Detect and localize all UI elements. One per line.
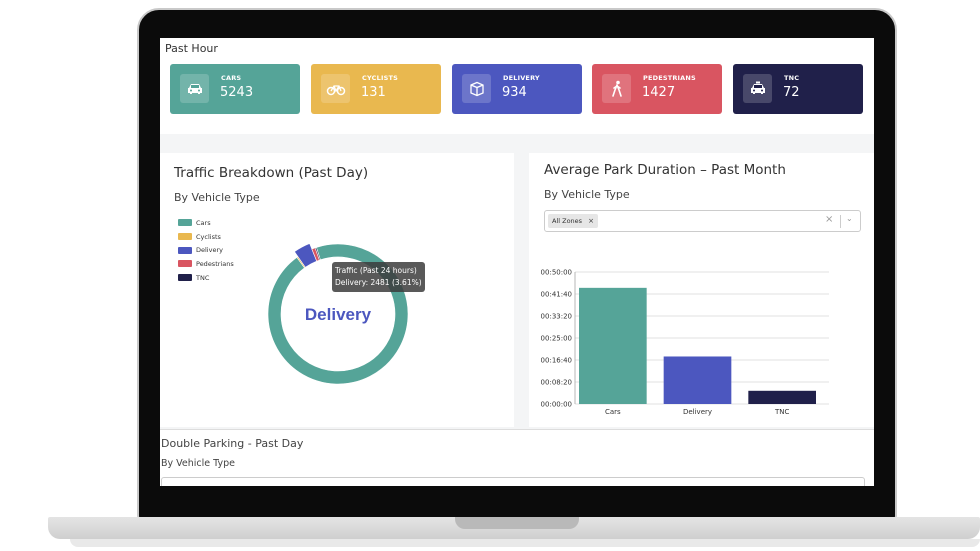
y-tick-label: 00:41:40 bbox=[541, 291, 572, 299]
y-tick-label: 00:00:00 bbox=[541, 401, 572, 409]
pedestrians-card[interactable]: PEDESTRIANS 1427 bbox=[592, 64, 722, 114]
dashboard-screen: Past Hour CARS 5243 CYCLISTS 131 DELIVER… bbox=[160, 38, 874, 486]
tooltip-title: Traffic (Past 24 hours) bbox=[335, 266, 417, 275]
delivery-card[interactable]: DELIVERY 934 bbox=[452, 64, 582, 114]
legend-label: Pedestrians bbox=[196, 259, 234, 268]
delivery-label: DELIVERY bbox=[503, 74, 540, 82]
taxi-icon bbox=[743, 74, 772, 103]
bar-delivery[interactable] bbox=[663, 356, 732, 404]
cyclists-card[interactable]: CYCLISTS 131 bbox=[311, 64, 441, 114]
pedestrians-value: 1427 bbox=[642, 85, 676, 100]
chip-remove-icon[interactable]: × bbox=[588, 217, 594, 225]
bicycle-icon bbox=[321, 74, 350, 103]
tnc-card[interactable]: TNC 72 bbox=[733, 64, 863, 114]
legend-swatch bbox=[178, 260, 192, 268]
traffic-subtitle: By Vehicle Type bbox=[174, 191, 260, 204]
legend-swatch bbox=[178, 274, 192, 282]
pedestrians-label: PEDESTRIANS bbox=[643, 74, 696, 82]
x-tick-label: TNC bbox=[774, 408, 790, 416]
y-tick-label: 00:33:20 bbox=[541, 313, 572, 321]
select-separator bbox=[840, 215, 841, 228]
cyclists-value: 131 bbox=[361, 85, 386, 100]
bar-tnc[interactable] bbox=[748, 390, 816, 404]
legend-label: Cyclists bbox=[196, 232, 221, 241]
past-hour-title: Past Hour bbox=[165, 42, 218, 55]
double-parking-panel: Double Parking - Past Day By Vehicle Typ… bbox=[160, 429, 874, 486]
legend-item-tnc[interactable]: TNC bbox=[178, 271, 234, 285]
past-hour-panel: Past Hour CARS 5243 CYCLISTS 131 DELIVER… bbox=[160, 38, 874, 134]
donut-slice-cars[interactable] bbox=[267, 243, 409, 385]
legend-swatch bbox=[178, 219, 192, 227]
double-parking-filter-select[interactable] bbox=[161, 477, 865, 486]
traffic-title: Traffic Breakdown (Past Day) bbox=[174, 165, 369, 181]
laptop-notch bbox=[455, 517, 579, 529]
cars-value: 5243 bbox=[220, 85, 254, 100]
zone-chip-label: All Zones bbox=[552, 217, 583, 225]
zone-filter-select[interactable]: All Zones × × ⌄ bbox=[544, 210, 861, 232]
legend-label: TNC bbox=[196, 273, 210, 282]
traffic-legend: Cars Cyclists Delivery Pedestrians TNC bbox=[178, 216, 234, 284]
clear-icon[interactable]: × bbox=[825, 214, 834, 225]
legend-swatch bbox=[178, 233, 192, 241]
traffic-donut-chart[interactable]: Delivery bbox=[160, 153, 514, 427]
legend-item-delivery[interactable]: Delivery bbox=[178, 243, 234, 257]
tnc-value: 72 bbox=[783, 85, 800, 100]
car-icon bbox=[180, 74, 209, 103]
y-tick-label: 00:25:00 bbox=[541, 335, 572, 343]
cars-label: CARS bbox=[221, 74, 242, 82]
delivery-value: 934 bbox=[502, 85, 527, 100]
legend-item-pedestrians[interactable]: Pedestrians bbox=[178, 257, 234, 271]
park-duration-bar-chart[interactable]: 00:00:00 00:08:20 00:16:40 00:25:00 00:33:20… bbox=[529, 153, 874, 427]
chevron-down-icon[interactable]: ⌄ bbox=[846, 214, 853, 223]
double-parking-subtitle: By Vehicle Type bbox=[161, 458, 235, 469]
legend-swatch bbox=[178, 246, 192, 254]
double-parking-title: Double Parking - Past Day bbox=[161, 437, 304, 450]
cars-card[interactable]: CARS 5243 bbox=[170, 64, 300, 114]
park-subtitle: By Vehicle Type bbox=[544, 188, 630, 201]
package-icon bbox=[462, 74, 491, 103]
legend-label: Delivery bbox=[196, 246, 223, 255]
donut-slice-tnc[interactable] bbox=[314, 247, 321, 261]
tooltip-value: Delivery: 2481 (3.61%) bbox=[335, 278, 422, 287]
donut-center-label: Delivery bbox=[305, 305, 372, 324]
bar-cars[interactable] bbox=[579, 287, 647, 404]
y-tick-label: 00:16:40 bbox=[541, 357, 572, 365]
legend-label: Cars bbox=[196, 218, 211, 227]
chart-tooltip: Traffic (Past 24 hours) Delivery: 2481 (… bbox=[332, 262, 425, 292]
x-tick-label: Delivery bbox=[683, 408, 712, 416]
cyclists-label: CYCLISTS bbox=[362, 74, 398, 82]
x-tick-label: Cars bbox=[605, 408, 621, 416]
park-title: Average Park Duration – Past Month bbox=[544, 162, 786, 178]
zone-chip[interactable]: All Zones × bbox=[548, 214, 598, 228]
legend-item-cyclists[interactable]: Cyclists bbox=[178, 230, 234, 244]
laptop-base-shadow bbox=[70, 539, 980, 547]
legend-item-cars[interactable]: Cars bbox=[178, 216, 234, 230]
pedestrian-icon bbox=[602, 74, 631, 103]
park-duration-panel: Average Park Duration – Past Month By Ve… bbox=[529, 153, 874, 427]
y-tick-label: 00:50:00 bbox=[541, 269, 572, 277]
tnc-label: TNC bbox=[784, 74, 800, 82]
traffic-breakdown-panel: Traffic Breakdown (Past Day) By Vehicle … bbox=[160, 153, 514, 427]
y-tick-label: 00:08:20 bbox=[541, 379, 572, 387]
